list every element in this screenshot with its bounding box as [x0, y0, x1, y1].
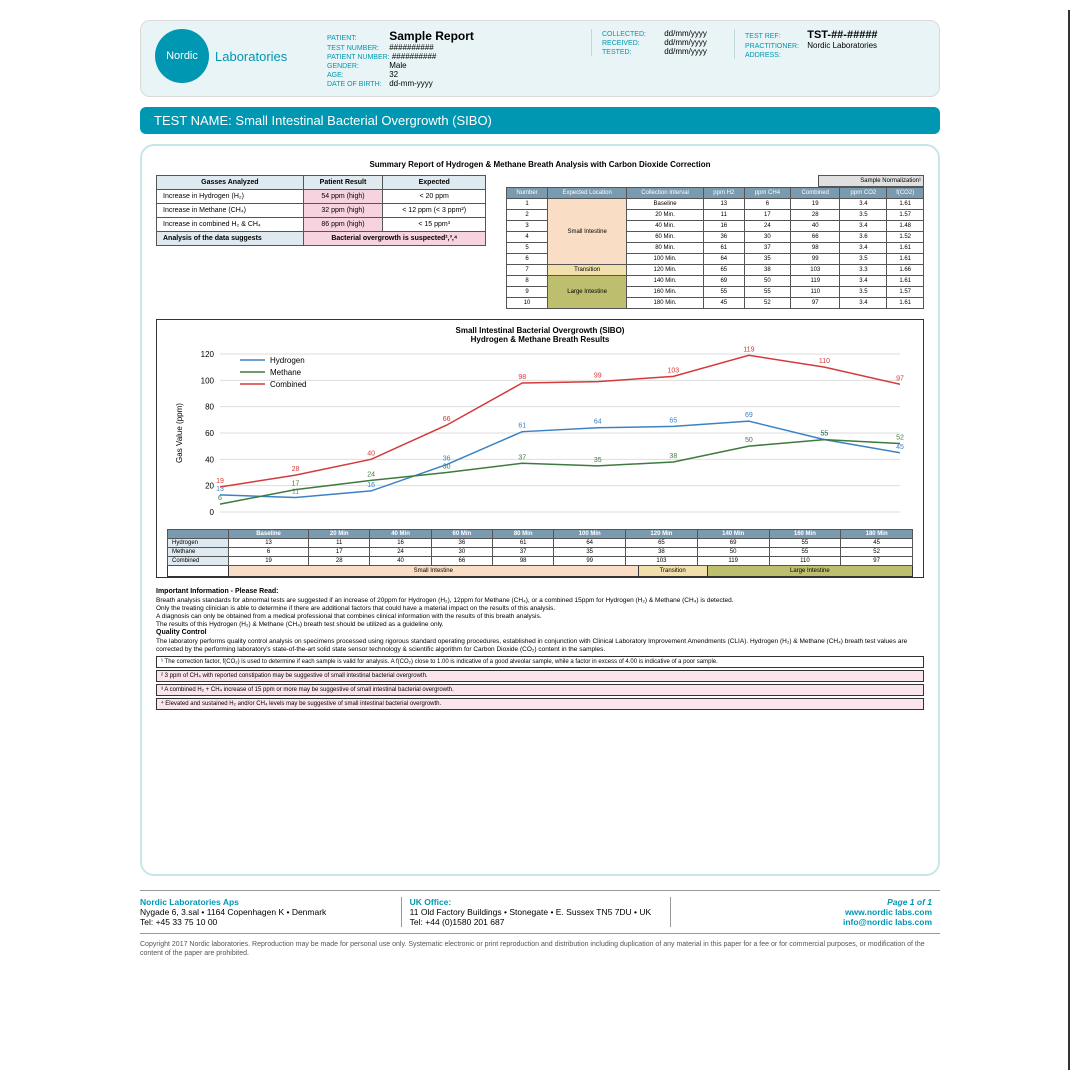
line-chart-svg: 0 20 40 60 80 100 120 Gas Value (ppm) Hydrogen Me…	[167, 344, 913, 524]
svg-text:98: 98	[518, 374, 526, 381]
normalization-label: Sample Normalization¹	[818, 175, 924, 187]
report-body: Summary Report of Hydrogen & Methane Bre…	[140, 144, 940, 876]
svg-text:37: 37	[518, 454, 526, 461]
summary-table: Gasses AnalyzedPatient ResultExpected In…	[156, 175, 486, 246]
svg-text:80: 80	[205, 403, 214, 412]
copyright: Copyright 2017 Nordic laboratories. Repr…	[140, 940, 940, 958]
svg-text:Gas Value (ppm): Gas Value (ppm)	[175, 403, 184, 463]
testref-label: TEST REF:	[745, 33, 805, 40]
svg-text:19: 19	[216, 478, 224, 485]
test-name-bar: TEST NAME: Small Intestinal Bacterial Ov…	[140, 107, 940, 134]
footnote-1: ¹ The correction factor, f(CO₂) is used …	[156, 656, 924, 668]
chart-data-table: Baseline20 Min40 Min60 Min80 Min100 Min1…	[167, 529, 913, 566]
svg-text:Hydrogen: Hydrogen	[270, 356, 305, 365]
svg-text:16: 16	[367, 482, 375, 489]
svg-text:30: 30	[443, 464, 451, 471]
region-bar: Small IntestineTransitionLarge Intestine	[167, 566, 913, 577]
svg-text:24: 24	[367, 471, 375, 478]
footnote-4: ⁴ Elevated and sustained H₂ and/or CH₄ l…	[156, 698, 924, 710]
page-footer: Nordic Laboratories Aps Nygade 6, 3.sal …	[140, 890, 940, 934]
footnote-3: ³ A combined H₂ + CH₄ increase of 15 ppm…	[156, 684, 924, 696]
logo-circle: Nordic	[155, 29, 209, 83]
svg-text:69: 69	[745, 412, 753, 419]
footnote-2: ² 3 ppm of CH₄ with reported constipatio…	[156, 670, 924, 682]
svg-text:35: 35	[594, 457, 602, 464]
svg-text:6: 6	[218, 495, 222, 502]
testref-value: TST-##-#####	[807, 29, 877, 41]
logo-word: Laboratories	[215, 49, 287, 64]
svg-text:38: 38	[669, 453, 677, 460]
svg-text:17: 17	[292, 481, 300, 488]
svg-text:50: 50	[745, 437, 753, 444]
svg-text:120: 120	[201, 350, 215, 359]
svg-text:119: 119	[743, 346, 754, 353]
svg-text:40: 40	[367, 450, 375, 457]
brand-logo: Nordic Laboratories	[155, 29, 315, 83]
patient-name: Sample Report	[389, 29, 474, 43]
sample-data-table: NumberExpected LocationCollection Interv…	[506, 187, 924, 309]
svg-text:66: 66	[443, 416, 451, 423]
svg-text:100: 100	[201, 376, 215, 385]
svg-text:97: 97	[896, 375, 904, 382]
svg-text:20: 20	[205, 482, 214, 491]
important-info: Important Information - Please Read: Bre…	[156, 588, 924, 654]
patient-label: PATIENT:	[327, 35, 387, 42]
svg-text:64: 64	[594, 419, 602, 426]
breath-chart: Small Intestinal Bacterial Overgrowth (S…	[156, 319, 924, 578]
svg-text:99: 99	[594, 373, 602, 380]
report-header: Nordic Laboratories PATIENT: Sample Repo…	[140, 20, 940, 97]
svg-text:55: 55	[821, 431, 829, 438]
svg-text:36: 36	[443, 456, 451, 463]
summary-title: Summary Report of Hydrogen & Methane Bre…	[156, 160, 924, 169]
svg-text:Methane: Methane	[270, 368, 302, 377]
svg-text:45: 45	[896, 444, 904, 451]
svg-text:60: 60	[205, 429, 214, 438]
svg-text:28: 28	[292, 466, 300, 473]
svg-text:0: 0	[210, 508, 215, 517]
svg-text:61: 61	[518, 423, 526, 430]
svg-text:103: 103	[667, 367, 679, 374]
svg-text:52: 52	[896, 435, 904, 442]
svg-text:40: 40	[205, 455, 214, 464]
svg-text:65: 65	[669, 417, 677, 424]
svg-text:Combined: Combined	[270, 380, 306, 389]
svg-text:110: 110	[819, 358, 830, 365]
